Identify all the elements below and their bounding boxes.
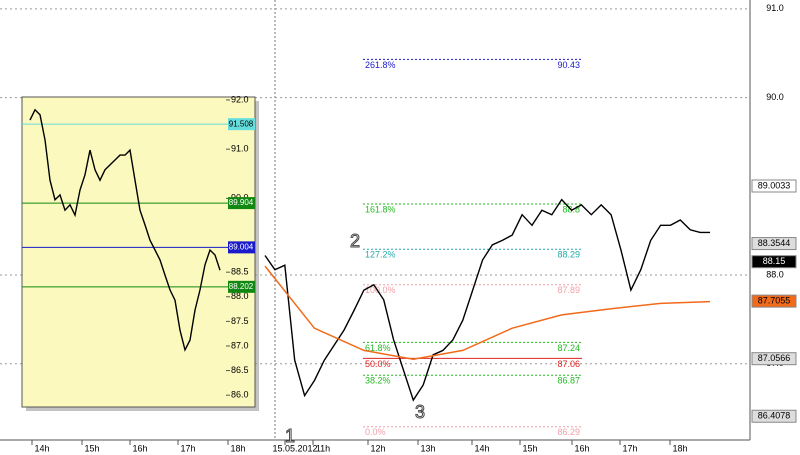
- price-tag: [751, 255, 797, 269]
- price-tag-label: 86.4078: [758, 411, 791, 421]
- inset-tick-label: 87.5: [231, 316, 249, 326]
- fib-percent: 100.0%: [365, 285, 396, 295]
- price-line: [264, 265, 711, 361]
- price-tag-label: 88.3544: [758, 238, 791, 248]
- fib-percent: 127.2%: [365, 250, 396, 260]
- fib-percent: 61.8%: [365, 343, 391, 353]
- price-tag: [751, 352, 797, 366]
- fib-value: 86.87: [557, 376, 580, 386]
- inset-frame: [21, 96, 256, 408]
- price-tag: [751, 294, 797, 308]
- fib-value: 87.24: [557, 343, 580, 353]
- x-tick-label: 15.05.2012: [272, 443, 317, 453]
- x-tick-label: 16h: [574, 443, 589, 453]
- inset-tick-label: 88.0: [231, 291, 249, 301]
- y-tick-label: 91.0: [766, 3, 784, 13]
- x-tick-label: 13h: [420, 443, 435, 453]
- inset-tag: [228, 118, 255, 131]
- fib-value: 86.29: [557, 427, 580, 437]
- wave-label: 3: [415, 402, 425, 422]
- inset-tag: [228, 241, 255, 254]
- inset-tick-label: 86.0: [231, 390, 249, 400]
- price-line: [29, 108, 221, 352]
- price-tag-label: 87.0566: [758, 353, 791, 363]
- inset-tag-label: 89.004: [229, 242, 254, 251]
- price-tag: [751, 409, 797, 423]
- x-tick-label: 15h: [84, 443, 99, 453]
- inset-tick-label: 88.5: [231, 267, 249, 277]
- y-tick-label: 88.0: [766, 269, 784, 279]
- y-tick-label: 90.0: [766, 92, 784, 102]
- fib-percent: 161.8%: [365, 204, 396, 214]
- inset-tag: [228, 197, 255, 210]
- price-tag-label: 89.0033: [758, 180, 791, 190]
- fib-value: 87.89: [557, 285, 580, 295]
- x-tick-label: 14h: [474, 443, 489, 453]
- fib-value: 90.43: [557, 60, 580, 70]
- inset-tag-label: 89.904: [229, 198, 254, 207]
- wave-label: 2: [350, 231, 360, 251]
- x-tick-label: 16h: [132, 443, 147, 453]
- inset-tag: [228, 280, 255, 293]
- inset-chart: 92.091.090.088.588.087.587.086.586.091.5…: [21, 94, 259, 411]
- price-tag-label: 87.7055: [758, 296, 791, 306]
- x-tick-label: 17h: [180, 443, 195, 453]
- wave-label: 1: [285, 426, 295, 446]
- fib-percent: 50.0%: [365, 359, 391, 369]
- inset-tick-label: 91.0: [231, 144, 249, 154]
- inset-tag-label: 88.202: [229, 282, 254, 291]
- x-tick-label: 12h: [370, 443, 385, 453]
- x-tick-label: 18h: [230, 443, 245, 453]
- x-tick-label: 15h: [522, 443, 537, 453]
- x-tick-label: 14h: [34, 443, 49, 453]
- price-tag: [751, 179, 797, 193]
- inset-tick-label: 86.5: [231, 365, 249, 375]
- inset-tick-label: 87.0: [231, 340, 249, 350]
- price-tag-label: 88.15: [763, 256, 786, 266]
- x-tick-label: 11h: [316, 443, 330, 453]
- x-tick-label: 18h: [672, 443, 687, 453]
- fib-percent: 38.2%: [365, 376, 391, 386]
- fib-percent: 0.0%: [365, 427, 386, 437]
- price-tag: [751, 237, 797, 251]
- fib-value: 87.06: [557, 359, 580, 369]
- inset-tick-label: 92.0: [231, 94, 249, 104]
- fib-value: 88.29: [557, 250, 580, 260]
- fib-percent: 261.8%: [365, 60, 396, 70]
- inset-tag-label: 91.508: [229, 119, 254, 128]
- x-tick-label: 17h: [622, 443, 637, 453]
- price-line: [264, 198, 710, 402]
